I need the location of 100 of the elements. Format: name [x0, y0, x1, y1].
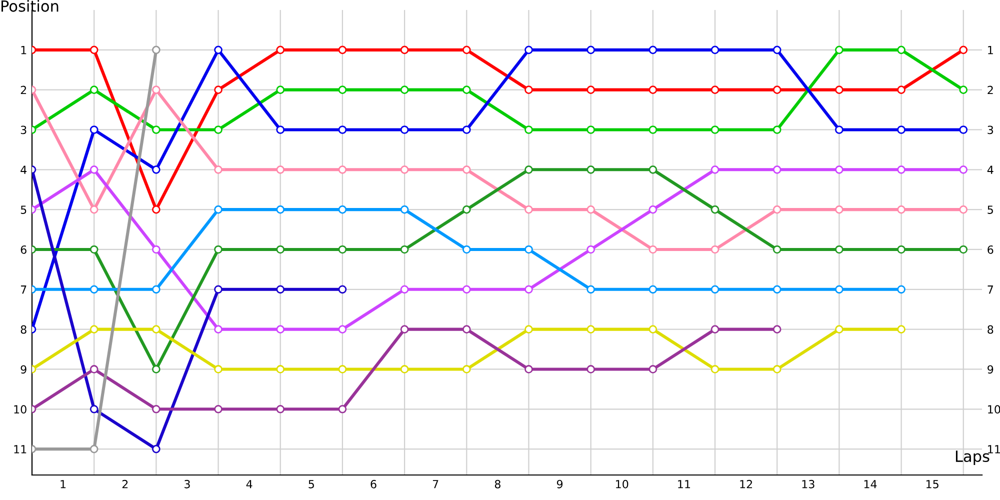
point [772, 365, 782, 374]
point [772, 126, 782, 134]
point [462, 86, 471, 94]
y-axis-title: Position [2, 0, 58, 12]
point [276, 285, 285, 294]
y-tick-label: 7 [20, 286, 26, 294]
point [214, 205, 222, 214]
point [710, 46, 720, 54]
point [524, 126, 533, 134]
y2-tick-label: 5 [988, 206, 993, 214]
point [835, 46, 844, 54]
point [897, 205, 906, 214]
point [152, 404, 160, 414]
x-tick-label: 7 [432, 480, 438, 488]
point [214, 46, 222, 54]
y-tick-label: 2 [20, 86, 26, 94]
y2-tick-label: 9 [988, 365, 994, 374]
point [276, 205, 285, 214]
point [959, 86, 968, 94]
point [710, 325, 720, 334]
point [338, 285, 347, 294]
point [648, 86, 658, 94]
point [710, 165, 720, 174]
point [214, 245, 222, 254]
point [400, 126, 409, 134]
y-tick-label: 5 [20, 206, 26, 214]
point [214, 165, 222, 174]
point [462, 285, 471, 294]
point [152, 86, 160, 94]
point [214, 285, 222, 294]
x-tick-label: 15 [926, 480, 938, 488]
point [524, 365, 533, 374]
point [276, 86, 285, 94]
point [710, 126, 720, 134]
point [897, 245, 906, 254]
point [648, 285, 658, 294]
point [276, 126, 285, 134]
point [152, 126, 160, 134]
point [338, 46, 347, 54]
point [90, 285, 98, 294]
point [897, 165, 906, 174]
x-tick-label: 4 [246, 480, 252, 488]
point [524, 46, 533, 54]
point [710, 245, 720, 254]
point [462, 46, 471, 54]
point [400, 365, 409, 374]
point [959, 165, 968, 174]
point [400, 285, 409, 294]
point [214, 365, 222, 374]
point [90, 444, 98, 454]
x-tick-label: 14 [864, 480, 877, 488]
point [524, 325, 533, 334]
point [586, 325, 595, 334]
point [772, 165, 782, 174]
point [152, 325, 160, 334]
point [462, 126, 471, 134]
y2-tick-label: 6 [988, 245, 994, 254]
point [524, 205, 533, 214]
point [772, 46, 782, 54]
y-tick-label: 6 [20, 245, 26, 254]
point [90, 205, 98, 214]
point [648, 126, 658, 134]
point [586, 365, 595, 374]
x-axis-title: Laps [956, 450, 990, 465]
point [338, 126, 347, 134]
point [90, 325, 98, 334]
point [400, 165, 409, 174]
y2-tick-label: 1 [988, 46, 993, 54]
point [276, 245, 285, 254]
point [152, 165, 160, 174]
x-tick-label: 1 [60, 480, 66, 488]
point [897, 325, 906, 334]
y2-tick-label: 4 [987, 166, 994, 174]
point [152, 365, 160, 374]
point [400, 325, 409, 334]
point [214, 404, 222, 414]
point [90, 245, 98, 254]
y2-tick-label: 11 [988, 445, 1000, 454]
point [462, 165, 471, 174]
point [524, 285, 533, 294]
point [710, 365, 720, 374]
y-tick-label: 11 [14, 445, 26, 454]
point [835, 325, 844, 334]
x-tick-label: 12 [740, 480, 752, 488]
point [90, 404, 98, 414]
y-tick-label: 4 [20, 166, 27, 174]
point [772, 285, 782, 294]
point [400, 245, 409, 254]
y-tick-label: 8 [20, 325, 26, 334]
y2-tick-label: 2 [988, 86, 993, 94]
point [90, 165, 98, 174]
point [648, 325, 658, 334]
point [959, 126, 968, 134]
point [648, 46, 658, 54]
point [897, 46, 906, 54]
point [152, 245, 160, 254]
point [524, 86, 533, 94]
x-tick-label: 6 [370, 480, 376, 488]
point [835, 126, 844, 134]
point [586, 165, 595, 174]
